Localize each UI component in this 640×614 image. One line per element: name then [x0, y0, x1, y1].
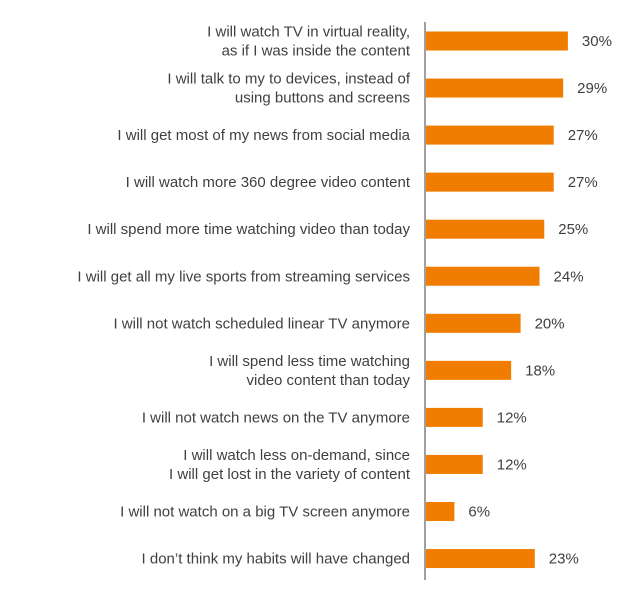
bar-4 — [426, 172, 554, 192]
category-label-2: I will talk to my to devices, instead of… — [167, 71, 410, 107]
value-label-4: 27% — [568, 174, 598, 191]
category-label-11: I will not watch on a big TV screen anym… — [120, 504, 410, 521]
bar-11 — [426, 502, 455, 521]
category-label-1: I will watch TV in virtual reality, as if… — [207, 24, 411, 60]
category-label-6: I will get all my live sports from strea… — [77, 268, 410, 285]
bar-2 — [426, 78, 564, 98]
bar-12 — [426, 549, 535, 569]
bar-1 — [426, 31, 568, 51]
bars — [426, 31, 568, 569]
bar-6 — [426, 266, 540, 286]
category-label-10: I will watch less on-demand, since I will… — [169, 447, 411, 483]
bar-3 — [426, 125, 554, 145]
category-label-3: I will get most of my news from social m… — [117, 127, 410, 144]
category-label-5: I will spend more time watching video th… — [87, 221, 410, 238]
bar-10 — [426, 454, 483, 474]
value-label-1: 30% — [582, 33, 612, 50]
category-label-7: I will not watch scheduled linear TV any… — [113, 315, 410, 332]
bar-8 — [426, 360, 512, 380]
category-label-12: I don’t think my habits will have change… — [142, 551, 410, 568]
value-label-6: 24% — [554, 268, 584, 285]
value-labels: 30% 29% 27% 27% 25% 24% 20% 18% 12% 12% 6% 23% — [468, 33, 612, 568]
value-label-5: 25% — [558, 221, 588, 238]
value-label-11: 6% — [468, 504, 490, 521]
category-label-8: I will spend less time watching video con… — [209, 353, 410, 389]
bar-5 — [426, 219, 545, 239]
value-label-2: 29% — [577, 80, 607, 97]
category-label-9: I will not watch news on the TV anymore — [142, 409, 410, 426]
category-label-4: I will watch more 360 degree video conte… — [126, 174, 411, 191]
bar-7 — [426, 313, 521, 333]
value-label-8: 18% — [525, 362, 555, 379]
category-labels: I will watch TV in virtual reality, as if… — [77, 24, 410, 568]
value-label-3: 27% — [568, 127, 598, 144]
value-label-12: 23% — [549, 551, 579, 568]
value-label-10: 12% — [497, 456, 527, 473]
bar-9 — [426, 407, 483, 427]
value-label-7: 20% — [535, 315, 565, 332]
value-label-9: 12% — [497, 409, 527, 426]
